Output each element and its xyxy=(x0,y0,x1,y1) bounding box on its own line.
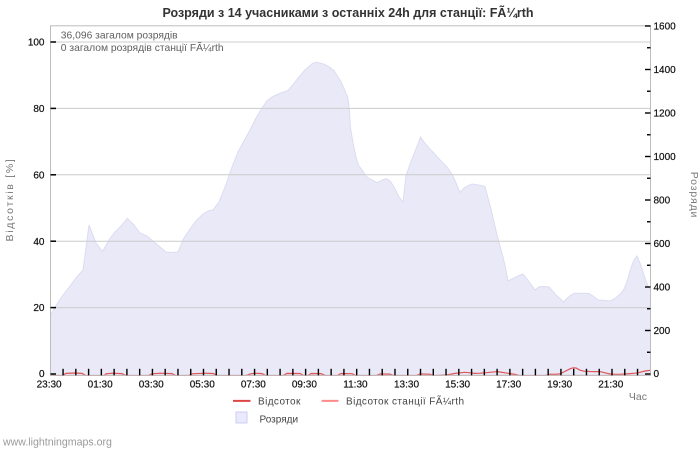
svg-text:Розряди: Розряди xyxy=(260,414,299,425)
svg-text:www.lightningmaps.org: www.lightningmaps.org xyxy=(2,436,112,448)
svg-text:Розряди: Розряди xyxy=(688,172,700,218)
svg-text:05:30: 05:30 xyxy=(190,380,215,391)
svg-text:Відсотків [%]: Відсотків [%] xyxy=(4,158,16,242)
svg-text:36,096 загалом розрядів: 36,096 загалом розрядів xyxy=(61,31,178,42)
svg-text:07:30: 07:30 xyxy=(241,380,266,391)
svg-text:Час: Час xyxy=(629,391,647,403)
svg-text:09:30: 09:30 xyxy=(292,380,317,391)
svg-text:21:30: 21:30 xyxy=(598,380,623,391)
svg-text:600: 600 xyxy=(654,239,671,250)
svg-text:13:30: 13:30 xyxy=(394,380,419,391)
svg-text:1200: 1200 xyxy=(654,109,677,120)
svg-text:60: 60 xyxy=(33,170,45,181)
svg-text:Розряди з 14 учасниками з оста: Розряди з 14 учасниками з останніх 24h д… xyxy=(162,5,533,20)
svg-text:1600: 1600 xyxy=(654,22,677,33)
svg-text:Відсоток: Відсоток xyxy=(258,396,301,407)
svg-text:20: 20 xyxy=(33,303,45,314)
svg-text:100: 100 xyxy=(28,38,45,49)
svg-text:40: 40 xyxy=(33,237,45,248)
svg-text:0: 0 xyxy=(654,369,660,380)
svg-text:19:30: 19:30 xyxy=(547,380,572,391)
svg-text:400: 400 xyxy=(654,283,671,294)
svg-text:23:30: 23:30 xyxy=(37,380,62,391)
svg-text:01:30: 01:30 xyxy=(88,380,113,391)
svg-text:17:30: 17:30 xyxy=(496,380,521,391)
svg-text:11:30: 11:30 xyxy=(343,380,368,391)
svg-text:800: 800 xyxy=(654,196,671,207)
svg-text:0: 0 xyxy=(39,369,45,380)
svg-text:80: 80 xyxy=(33,104,45,115)
svg-text:200: 200 xyxy=(654,326,671,337)
svg-text:1400: 1400 xyxy=(654,65,677,76)
svg-text:1000: 1000 xyxy=(654,152,677,163)
svg-text:0 загалом розрядів станції FÃ¼: 0 загалом розрядів станції FÃ¼rth xyxy=(61,41,224,54)
svg-text:03:30: 03:30 xyxy=(139,380,164,391)
svg-text:Відсоток станції FÃ¼rth: Відсоток станції FÃ¼rth xyxy=(346,394,464,407)
svg-text:15:30: 15:30 xyxy=(445,380,470,391)
